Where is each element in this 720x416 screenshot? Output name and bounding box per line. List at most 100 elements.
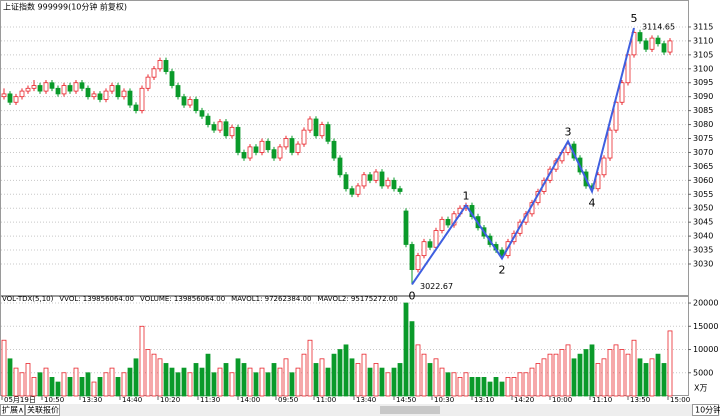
candle-body <box>223 121 229 137</box>
wave-label: 0 <box>409 289 416 302</box>
candle-body <box>67 85 73 92</box>
volume-bar <box>319 358 325 397</box>
candle-body <box>61 85 67 95</box>
chart-title: 上证指数 999999(10分钟 前复权) <box>3 2 127 12</box>
tab-label[interactable]: 扩展∧ <box>2 405 24 415</box>
volume-bar <box>301 353 307 397</box>
y-tick-label: 3030 <box>693 259 713 268</box>
x-tick-label: 14:20 <box>514 396 534 404</box>
volume-bar <box>97 377 103 397</box>
volume-bar <box>577 353 583 397</box>
volume-bar <box>439 367 445 397</box>
volume-bar <box>613 344 619 397</box>
volume-bar <box>331 353 337 397</box>
period-label[interactable]: 10分钟 <box>695 405 720 415</box>
volume-bar <box>397 363 403 397</box>
volume-bar <box>229 372 235 397</box>
volume-bar <box>667 330 673 397</box>
volume-bar <box>541 358 547 397</box>
volume-bar <box>103 372 109 397</box>
volume-legend: VOLUME: 139856064.00 <box>140 295 225 303</box>
y-tick-label: 20000 <box>693 299 718 308</box>
candle-body <box>637 32 643 42</box>
candle-body <box>331 140 337 159</box>
candle-body <box>643 40 649 50</box>
volume-bar <box>163 363 169 397</box>
low-annotation: 3022.67 <box>420 282 453 291</box>
high-annotation: 3114.65 <box>642 22 675 31</box>
candle-body <box>427 241 433 248</box>
volume-bar <box>565 344 571 397</box>
candle-body <box>121 90 127 98</box>
volume-bar <box>619 349 625 397</box>
candle-body <box>1 93 7 98</box>
y-tick-label: 3075 <box>693 134 713 143</box>
volume-bar <box>481 377 487 397</box>
candle-body <box>37 85 43 92</box>
candle-body <box>235 126 241 153</box>
candle-body <box>211 124 217 131</box>
volume-bar <box>205 353 211 397</box>
volume-bar <box>55 381 61 397</box>
volume-bar <box>1 339 7 397</box>
wave-label: 5 <box>631 12 638 25</box>
volume-bar <box>361 353 367 397</box>
candle-body <box>325 124 331 142</box>
volume-bar <box>523 372 529 397</box>
volume-bar <box>637 358 643 397</box>
y-tick-label: 3065 <box>693 162 713 171</box>
candle-body <box>655 37 661 45</box>
volume-bar <box>247 367 253 397</box>
volume-bar <box>427 363 433 397</box>
candle-body <box>13 96 19 103</box>
volume-bar <box>607 349 613 397</box>
volume-bar <box>265 372 271 397</box>
candle-body <box>181 96 187 106</box>
volume-bar <box>193 363 199 397</box>
volume-bar <box>235 358 241 397</box>
y-tick-label: 3080 <box>693 120 713 129</box>
x-tick-label: 14:50 <box>396 396 416 404</box>
candle-body <box>193 99 199 112</box>
x-tick-label: 10:50 <box>44 396 64 404</box>
volume-bar <box>211 372 217 397</box>
tab-label[interactable]: 关联报价 <box>27 405 59 415</box>
volume-bar <box>49 377 55 397</box>
volume-bar <box>493 377 499 397</box>
wave-label: 4 <box>589 196 596 209</box>
volume-legend: VVOL: 139856064.00 <box>59 295 134 303</box>
candle-body <box>139 87 145 112</box>
candle-body <box>31 85 37 89</box>
volume-bar <box>469 377 475 397</box>
candle-body <box>619 82 625 103</box>
volume-bar <box>253 372 259 397</box>
candle-body <box>43 82 49 92</box>
y-tick-label: 3105 <box>693 50 713 59</box>
candle-body <box>97 93 103 100</box>
volume-legend: MAVOL1: 97262384.00 <box>231 295 311 303</box>
price-panel <box>0 0 689 296</box>
volume-bar <box>343 344 349 397</box>
volume-bar <box>553 353 559 397</box>
y-tick-label: 3050 <box>693 204 713 213</box>
candle-body <box>409 244 415 270</box>
volume-bar <box>349 358 355 397</box>
candle-body <box>127 90 133 106</box>
candle-body <box>337 157 343 176</box>
scrollbar[interactable] <box>380 406 440 414</box>
candle-body <box>241 152 247 159</box>
volume-bar <box>187 372 193 397</box>
volume-bar <box>445 372 451 397</box>
candle-body <box>271 149 277 159</box>
volume-bar <box>85 372 91 397</box>
candle-body <box>265 140 271 151</box>
volume-bar <box>535 363 541 397</box>
candle-body <box>667 40 673 53</box>
volume-bar <box>79 377 85 397</box>
x-tick-label: 10:30 <box>434 396 454 404</box>
volume-bar <box>31 377 37 397</box>
volume-bar <box>457 377 463 397</box>
x-tick-label: 15:00 <box>670 396 690 404</box>
candle-body <box>19 90 25 98</box>
